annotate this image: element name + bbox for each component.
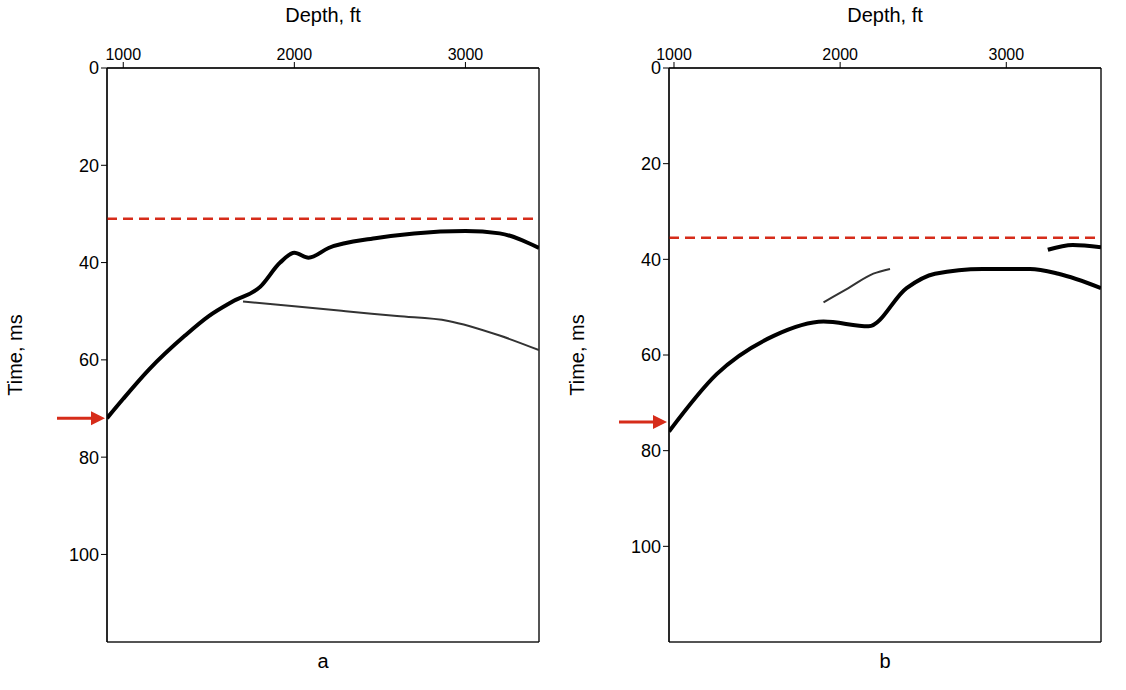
svg-text:0: 0 [651,58,661,78]
svg-text:1000: 1000 [656,46,692,63]
svg-text:0: 0 [89,58,99,78]
html-text:a: a [317,650,329,672]
svg-text:3000: 3000 [988,46,1024,63]
html-text:b: b [879,650,891,672]
svg-text:20: 20 [79,156,99,176]
svg-text:1000: 1000 [105,46,141,63]
svg-text:80: 80 [79,448,99,468]
svg-text:3000: 3000 [448,46,484,63]
svg-text:Depth, ft: Depth, ft [847,4,923,26]
svg-text:40: 40 [79,253,99,273]
svg-text:Time, ms: Time, ms [566,314,588,395]
svg-text:2000: 2000 [822,46,858,63]
svg-text:60: 60 [79,350,99,370]
svg-text:40: 40 [641,250,661,270]
svg-text:Time, ms: Time, ms [4,314,26,395]
svg-text:100: 100 [631,537,661,557]
svg-text:Depth, ft: Depth, ft [285,4,361,26]
svg-text:80: 80 [641,441,661,461]
svg-text:60: 60 [641,345,661,365]
svg-text:2000: 2000 [277,46,313,63]
svg-text:20: 20 [641,154,661,174]
svg-text:100: 100 [69,545,99,565]
